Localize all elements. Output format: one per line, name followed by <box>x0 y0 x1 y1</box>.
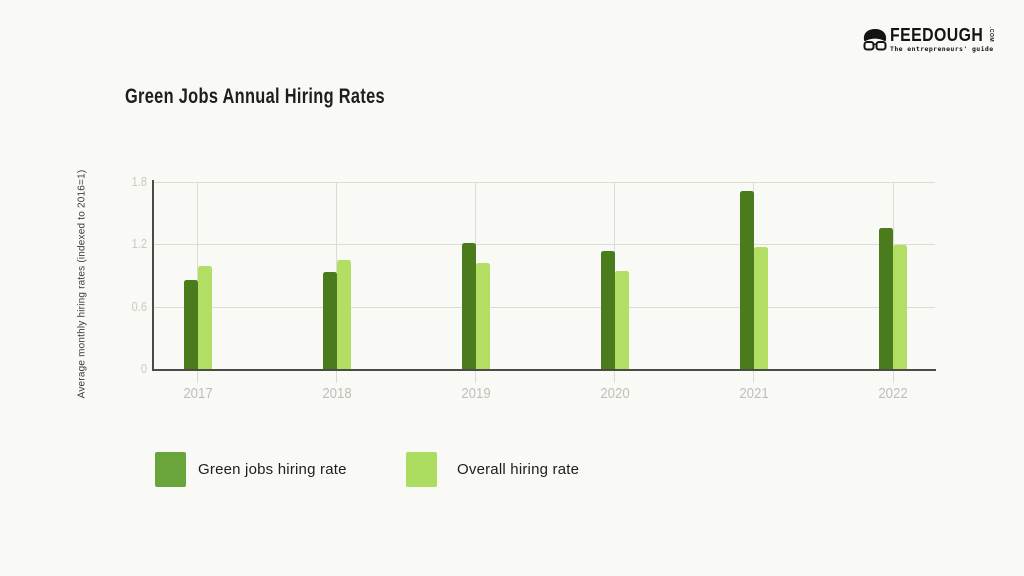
x-axis-line <box>152 369 936 371</box>
y-axis-line <box>152 180 154 371</box>
bar-overall-2019 <box>475 263 490 369</box>
logo-brand: FEEDOUGH <box>890 25 984 45</box>
bar-overall-2021 <box>753 247 768 369</box>
chart-title: Green Jobs Annual Hiring Rates <box>125 85 385 108</box>
bar-overall-2018 <box>336 259 351 369</box>
x-tick-label-2019: 2019 <box>461 385 491 402</box>
legend-label-green-jobs: Green jobs hiring rate <box>198 461 347 478</box>
legend-item-green-jobs: Green jobs hiring rate <box>155 452 347 487</box>
legend-swatch-overall <box>406 452 437 487</box>
gridline-h-1.2 <box>154 244 935 246</box>
logo-tagline: The entrepreneurs' guide <box>890 45 994 53</box>
plot-area: 0 0.6 1.2 1.8 2017 2018 2019 2020 2021 2022 <box>132 174 935 402</box>
x-tick-label-2021: 2021 <box>739 385 769 402</box>
y-tick-label-0: 0 <box>140 361 147 376</box>
feedough-face-icon <box>862 28 888 61</box>
bar-green-jobs-2022 <box>879 227 893 369</box>
bar-green-jobs-2019 <box>461 243 476 369</box>
y-tick-label-0.6: 0.6 <box>131 298 147 314</box>
legend-item-overall: Overall hiring rate <box>406 452 579 487</box>
logo-text: FEEDOUGH .COM The entrepreneurs' guide <box>890 26 994 53</box>
bar-overall-2022 <box>893 245 907 369</box>
gridline-h-1.8 <box>154 182 935 183</box>
bar-overall-2017 <box>197 266 212 369</box>
gridline-h-0.6 <box>154 306 935 308</box>
y-tick-label-1.8: 1.8 <box>131 174 147 189</box>
bar-green-jobs-2017 <box>183 279 198 369</box>
bar-green-jobs-2020 <box>600 250 615 369</box>
x-tick-label-2018: 2018 <box>321 385 352 402</box>
bar-overall-2020 <box>614 271 629 369</box>
bar-green-jobs-2021 <box>739 191 754 369</box>
y-tick-label-1.2: 1.2 <box>131 236 147 252</box>
legend-label-overall: Overall hiring rate <box>457 461 580 478</box>
bar-green-jobs-2018 <box>322 272 337 369</box>
x-tick-label-2022: 2022 <box>878 385 908 402</box>
logo-suffix: .COM <box>988 27 995 43</box>
x-tick-label-2017: 2017 <box>182 385 213 402</box>
feedough-logo: FEEDOUGH .COM The entrepreneurs' guide <box>862 26 994 61</box>
x-tick-label-2020: 2020 <box>600 385 630 402</box>
legend-swatch-green-jobs <box>155 452 186 487</box>
y-axis-title: Average monthly hiring rates (indexed to… <box>76 169 88 399</box>
